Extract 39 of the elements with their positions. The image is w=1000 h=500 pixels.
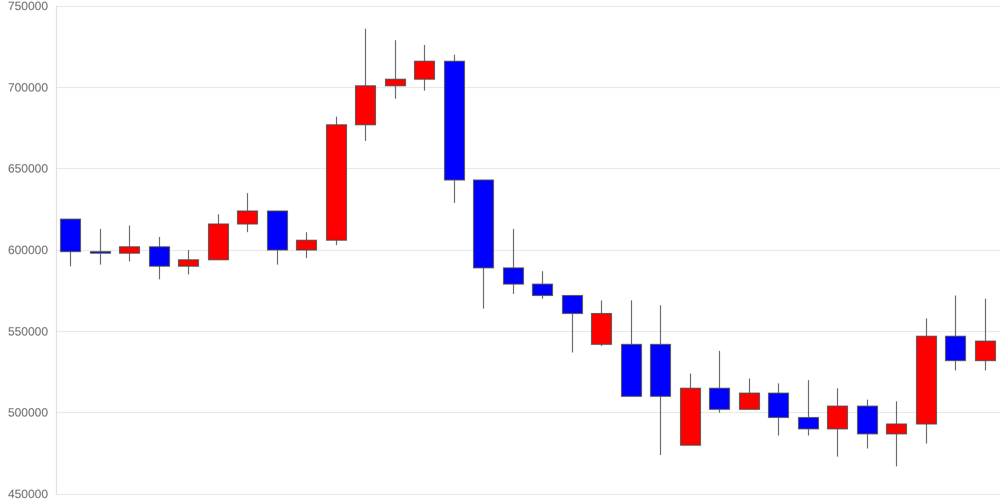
candlestick <box>208 214 229 260</box>
candlestick <box>296 232 317 259</box>
candlestick <box>385 40 406 100</box>
candlestick <box>326 116 347 246</box>
candlestick <box>886 400 907 467</box>
candlestick <box>621 300 642 397</box>
candlestick <box>768 382 789 436</box>
candlestick <box>827 388 848 458</box>
y-tick-label: 600000 <box>8 243 48 257</box>
y-tick-label: 550000 <box>8 324 48 338</box>
candlestick <box>945 295 966 371</box>
candlestick <box>916 318 937 444</box>
y-tick-label: 500000 <box>8 406 48 420</box>
y-tick-label: 750000 <box>8 0 48 13</box>
candlestick <box>60 218 81 267</box>
candlestick <box>444 54 465 204</box>
candlestick <box>680 373 701 446</box>
candlestick <box>798 380 819 436</box>
candlestick <box>237 192 258 233</box>
candlestick <box>149 236 170 280</box>
candlestick <box>355 28 376 142</box>
candlestick <box>591 300 612 346</box>
candlestick <box>857 399 878 449</box>
candlestick <box>650 304 671 456</box>
candlestick <box>267 210 288 266</box>
candlestick <box>473 180 494 310</box>
y-tick-label: 700000 <box>8 80 48 94</box>
candlestick <box>532 270 553 300</box>
candlestick <box>119 225 140 262</box>
candlestick <box>503 228 524 294</box>
candlestick <box>739 378 760 410</box>
candlestick <box>562 295 583 353</box>
y-tick-label: 450000 <box>8 487 48 500</box>
candlestick <box>90 228 111 266</box>
y-tick-label: 650000 <box>8 162 48 176</box>
candlestick <box>709 350 730 414</box>
candlestick <box>178 250 199 275</box>
candlestick <box>975 298 996 371</box>
candlestick <box>414 44 435 92</box>
